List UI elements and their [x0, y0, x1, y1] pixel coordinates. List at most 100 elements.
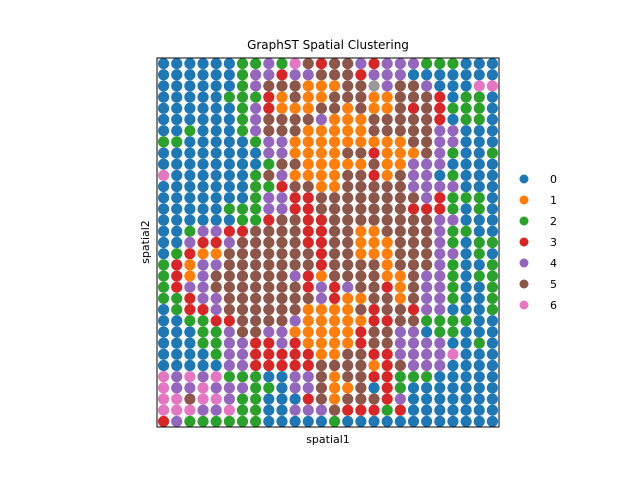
- point-cluster-6: [289, 58, 301, 70]
- point-cluster-5: [276, 315, 288, 327]
- point-cluster-5: [421, 214, 433, 226]
- point-cluster-0: [197, 69, 209, 81]
- point-cluster-5: [381, 214, 393, 226]
- point-cluster-5: [263, 169, 275, 181]
- point-cluster-2: [263, 158, 275, 170]
- point-cluster-5: [421, 125, 433, 137]
- point-cluster-5: [236, 270, 249, 282]
- point-cluster-0: [276, 415, 288, 427]
- point-cluster-5: [276, 248, 288, 260]
- point-cluster-5: [250, 315, 262, 327]
- point-cluster-5: [355, 371, 367, 383]
- point-cluster-5: [381, 326, 393, 338]
- point-cluster-0: [460, 304, 472, 316]
- point-cluster-5: [236, 315, 249, 327]
- point-cluster-2: [184, 125, 196, 137]
- point-cluster-2: [157, 259, 170, 271]
- point-cluster-1: [342, 315, 354, 327]
- point-cluster-5: [355, 91, 367, 103]
- point-cluster-0: [236, 147, 249, 159]
- point-cluster-1: [184, 270, 196, 282]
- point-cluster-0: [171, 337, 183, 349]
- point-cluster-5: [394, 80, 406, 92]
- point-cluster-1: [302, 326, 314, 338]
- point-cluster-0: [473, 169, 485, 181]
- point-cluster-0: [473, 404, 485, 416]
- point-cluster-2: [250, 393, 262, 405]
- point-cluster-0: [184, 69, 196, 81]
- point-cluster-5: [328, 102, 341, 114]
- point-cluster-0: [157, 225, 170, 237]
- point-cluster-4: [407, 326, 420, 338]
- point-cluster-2: [236, 58, 249, 70]
- point-cluster-5: [210, 270, 222, 282]
- point-cluster-5: [250, 270, 262, 282]
- point-cluster-1: [302, 158, 314, 170]
- point-cluster-0: [473, 281, 485, 293]
- point-cluster-0: [486, 326, 499, 338]
- point-cluster-2: [447, 281, 459, 293]
- point-cluster-4: [421, 304, 433, 316]
- point-cluster-4: [434, 359, 446, 372]
- point-cluster-0: [460, 203, 472, 215]
- point-cluster-4: [210, 304, 222, 316]
- point-cluster-2: [394, 382, 406, 394]
- point-cluster-5: [223, 292, 235, 304]
- point-cluster-0: [197, 214, 209, 226]
- point-cluster-3: [302, 348, 314, 360]
- point-cluster-0: [447, 337, 459, 349]
- point-cluster-0: [473, 158, 485, 170]
- point-cluster-4: [276, 147, 288, 159]
- point-cluster-2: [407, 371, 420, 383]
- point-cluster-1: [276, 102, 288, 114]
- point-cluster-1: [381, 248, 393, 260]
- point-cluster-5: [328, 192, 341, 204]
- point-cluster-5: [421, 91, 433, 103]
- point-cluster-0: [355, 415, 367, 427]
- point-cluster-0: [157, 326, 170, 338]
- point-cluster-4: [197, 404, 209, 416]
- point-cluster-0: [460, 359, 472, 372]
- point-cluster-5: [342, 80, 354, 92]
- point-cluster-0: [184, 58, 196, 70]
- point-cluster-5: [394, 102, 406, 114]
- point-cluster-0: [157, 80, 170, 92]
- point-cluster-3: [434, 102, 446, 114]
- point-cluster-3: [407, 102, 420, 114]
- point-cluster-0: [407, 382, 420, 394]
- point-cluster-5: [289, 80, 301, 92]
- point-cluster-7: [368, 80, 380, 92]
- point-cluster-2: [157, 270, 170, 282]
- point-cluster-3: [276, 359, 288, 372]
- point-cluster-3: [368, 304, 380, 316]
- point-cluster-3: [263, 337, 275, 349]
- point-cluster-6: [171, 393, 183, 405]
- point-cluster-4: [289, 69, 301, 81]
- point-cluster-2: [328, 415, 341, 427]
- point-cluster-0: [447, 393, 459, 405]
- point-cluster-0: [473, 304, 485, 316]
- point-cluster-5: [263, 80, 275, 92]
- legend-label-1: 1: [550, 194, 557, 207]
- point-cluster-3: [289, 359, 301, 372]
- point-cluster-0: [460, 337, 472, 349]
- point-cluster-2: [171, 304, 183, 316]
- point-cluster-0: [197, 147, 209, 159]
- point-cluster-3: [407, 304, 420, 316]
- point-cluster-2: [276, 58, 288, 70]
- point-cluster-5: [381, 337, 393, 349]
- point-cluster-5: [223, 259, 235, 271]
- point-cluster-3: [315, 236, 328, 249]
- point-cluster-5: [421, 113, 433, 126]
- point-cluster-4: [197, 259, 209, 271]
- point-cluster-0: [197, 348, 209, 360]
- point-cluster-0: [171, 348, 183, 360]
- point-cluster-1: [184, 259, 196, 271]
- point-cluster-4: [407, 169, 420, 181]
- point-cluster-2: [197, 337, 209, 349]
- point-cluster-6: [210, 371, 222, 383]
- point-cluster-0: [473, 259, 485, 271]
- point-cluster-3: [302, 359, 314, 372]
- legend-marker-3: [519, 237, 529, 247]
- point-cluster-6: [486, 80, 499, 92]
